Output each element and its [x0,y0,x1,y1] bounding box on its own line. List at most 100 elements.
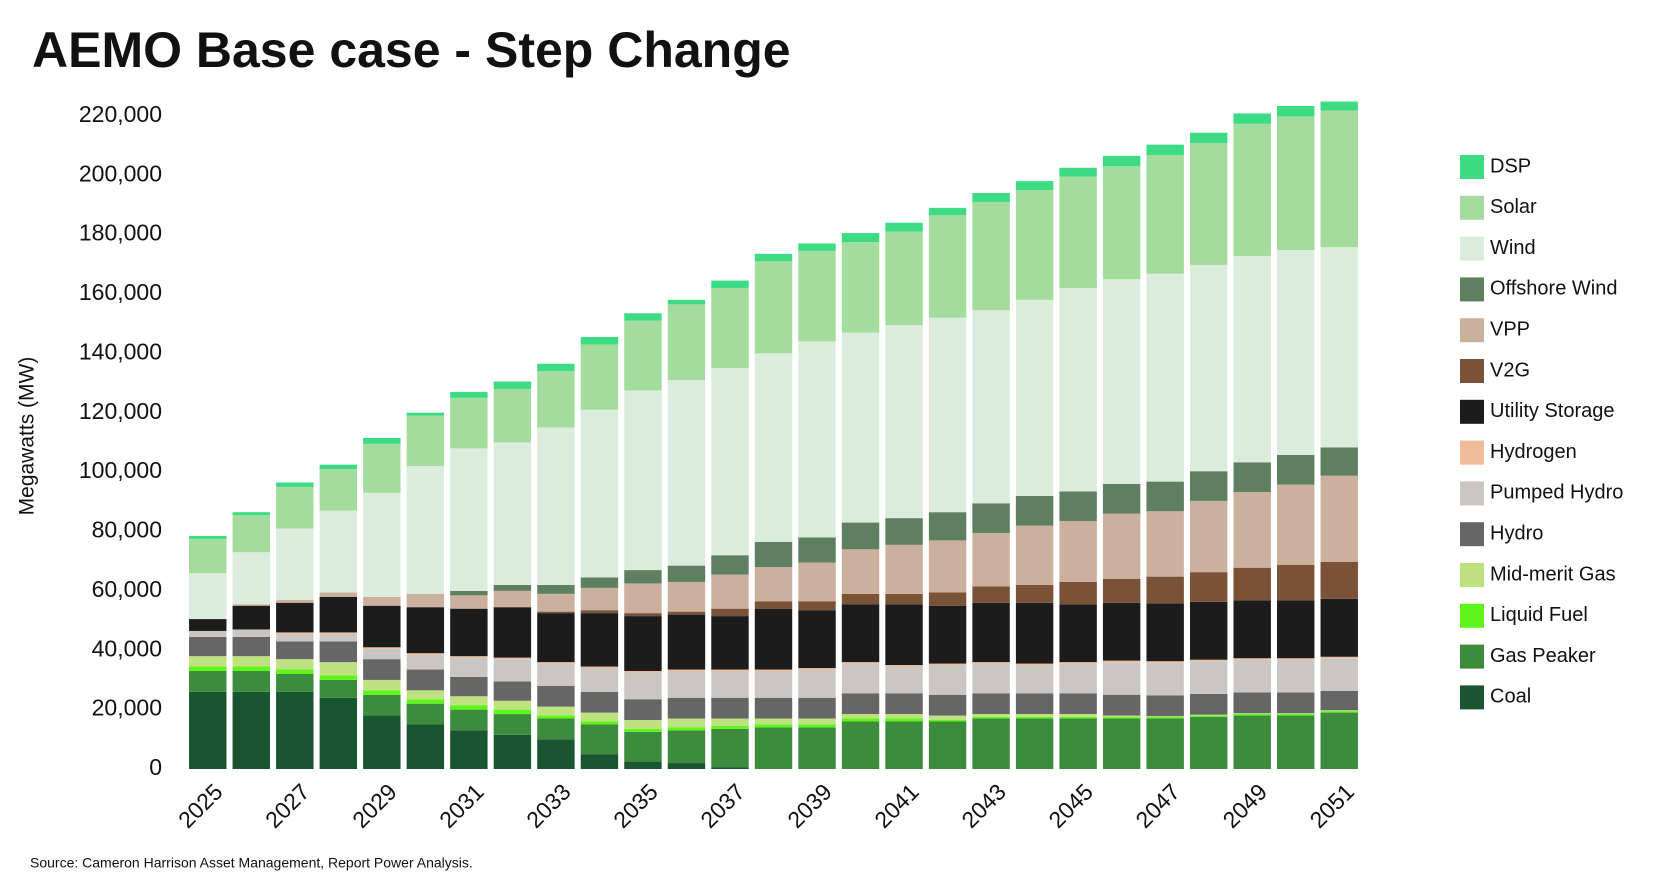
bar-segment [1015,717,1054,719]
x-tick-label: 2031 [434,778,489,833]
x-tick-label: 2039 [782,778,837,833]
bar-segment [276,599,314,603]
bar-segment [928,720,967,722]
bar-segment [885,231,923,326]
bar-segment [406,415,445,467]
bar-segment [1320,710,1358,712]
bar-segment [624,616,662,672]
bar-segment [1146,481,1184,512]
bar-segment [1015,181,1054,191]
bar-segment [1146,716,1184,718]
bar-segment [232,691,270,769]
bar-segment [624,390,662,571]
bar-segment [1233,659,1271,693]
bar-segment [928,694,967,716]
bar-segment [450,656,488,658]
bar-segment [624,672,662,700]
bar-segment [972,718,1010,769]
bar-segment [667,727,706,731]
bar-segment [1015,495,1054,526]
bar-segment [189,538,227,574]
bar-segment [1059,662,1097,664]
bar-segment [319,464,358,470]
bar-segment [624,320,662,391]
bar-segment [580,721,619,725]
bar-segment [667,718,706,728]
legend-swatch [1460,481,1484,506]
bar-segment [406,607,445,654]
legend-swatch [1460,155,1484,179]
bar-segment [450,448,488,591]
legend-swatch [1460,195,1484,220]
bar-segment [580,587,619,611]
bar-segment [1233,713,1271,715]
legend-swatch [1460,603,1484,628]
bar-segment [1277,713,1315,715]
bar-segment [1320,110,1358,248]
bar-segment [1146,603,1184,662]
bar-segment [363,492,401,597]
bar-segment [1015,693,1054,715]
bar-segment [885,693,923,715]
bar-segment [1277,116,1315,251]
bar-segment [580,337,619,345]
bar-segment [1277,714,1315,716]
chart-title: AEMO Base case - Step Change [32,22,791,78]
bar-segment [319,641,358,663]
y-tick-label: 100,000 [79,457,162,483]
bar-segment [667,730,706,764]
bar-segment [537,613,575,663]
bar-segment [972,532,1010,587]
bar-segment [711,718,749,726]
bar-segment [841,718,880,722]
bar-segment [1059,176,1097,289]
bar-segment [1233,113,1271,124]
x-tick-label: 2025 [173,778,228,833]
bar-segment [276,641,314,660]
legend-swatch [1460,644,1484,669]
bar-segment [1189,717,1228,769]
bar-segment [1146,576,1184,604]
bar-segment [1189,471,1228,501]
bar-segment [798,610,836,669]
bar-segment [319,697,358,769]
bar-segment [667,611,706,615]
bar-segment [667,299,706,305]
bar-segment [798,562,836,602]
bar-segment [1189,661,1228,694]
y-tick-label: 200,000 [79,160,162,186]
bar-segment [1233,462,1271,492]
bar-segment [841,693,880,715]
bar-segment [1277,692,1315,714]
bar-segment [1189,500,1228,573]
bar-segment [972,602,1010,663]
bar-segment [450,397,488,449]
bar-segment [1102,694,1141,716]
bar-segment [189,573,227,620]
bar-segment [189,636,227,657]
bar-segment [319,662,358,676]
bar-segment [667,763,706,769]
bar-segment [754,669,793,672]
bar-segment [1015,718,1054,769]
bar-segment [319,675,358,680]
bar-segment [841,714,880,719]
legend-swatch [1460,563,1484,587]
bar-segment [754,567,793,602]
bar-segment [276,602,314,633]
y-tick-label: 0 [149,754,162,780]
legend-swatch [1460,236,1484,261]
bar-segment [798,250,836,342]
bar-segment [754,671,793,698]
bar-segment [406,654,445,670]
legend-swatch [1460,522,1484,547]
bar-segment [493,681,532,701]
bar-segment [1233,714,1271,716]
bar-segment [1059,718,1097,769]
bar-segment [885,718,923,722]
bar-segment [493,659,532,682]
bar-segment [232,636,270,657]
bar-segment [841,721,880,769]
y-tick-label: 60,000 [92,576,162,602]
bar-segment [841,233,880,242]
